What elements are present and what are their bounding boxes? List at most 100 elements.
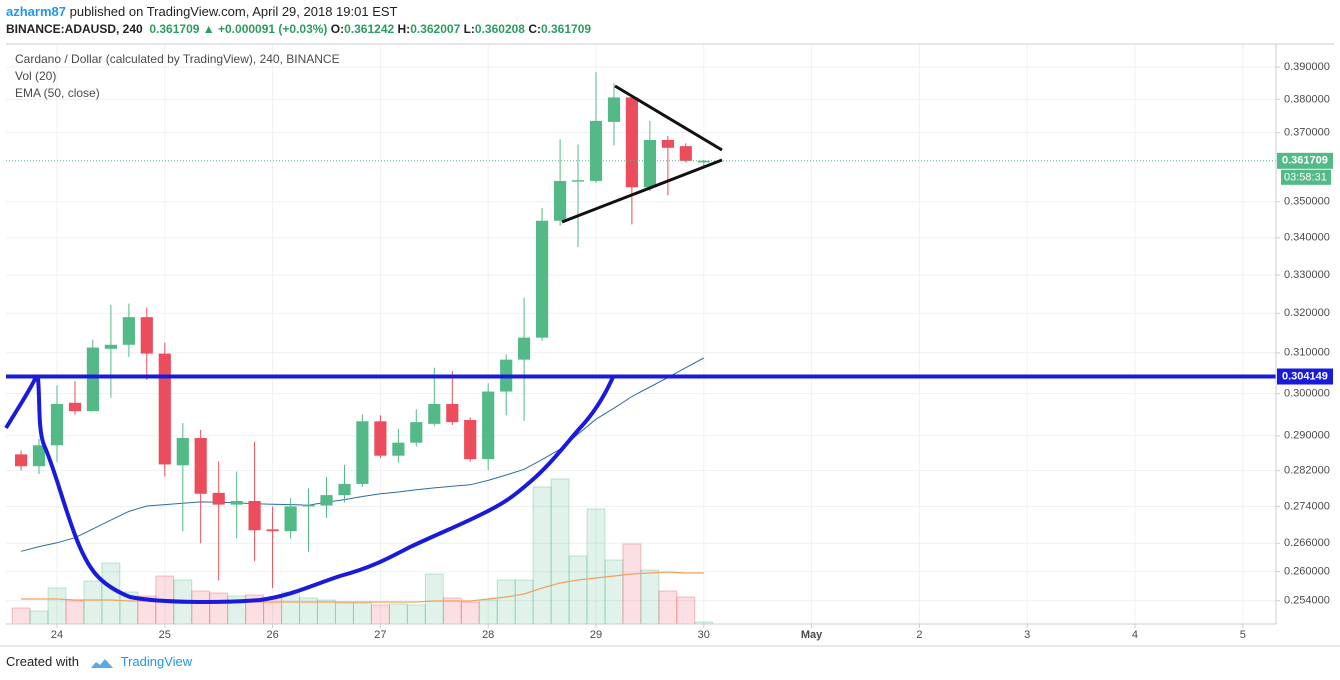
ohlc-label: C:: [528, 22, 541, 36]
logo: [90, 658, 113, 668]
symbol: BINANCE:ADAUSD, 240: [6, 22, 143, 36]
candle-body: [338, 483, 351, 496]
volume-bar: [191, 590, 211, 625]
candle-body: [15, 454, 28, 467]
x-tick-label: 5: [1240, 629, 1246, 641]
y-tick-label: 0.390000: [1284, 61, 1330, 73]
candle-body: [661, 140, 674, 148]
x-tick-label: 2: [916, 629, 922, 641]
candle-body: [554, 180, 567, 221]
volume-bar: [11, 607, 31, 625]
candle-body: [518, 337, 531, 360]
x-tick-label: 3: [1024, 629, 1030, 641]
volume-bar: [29, 610, 49, 625]
y-tick-label: 0.266000: [1284, 537, 1330, 549]
level-label: 0.304149: [1282, 370, 1328, 382]
legend-ema: EMA (50, close): [15, 86, 100, 100]
last-price-box: [1277, 152, 1333, 169]
x-tick-label: 27: [374, 629, 386, 641]
volume-ma: [21, 571, 704, 603]
ema-line: [20, 357, 705, 552]
y-tick-label: 0.350000: [1284, 196, 1330, 208]
y-tick-label: 0.380000: [1284, 93, 1330, 105]
countdown: 03:58:31: [1284, 172, 1327, 184]
volume-bar: [604, 559, 624, 625]
x-tick-label: 26: [266, 629, 278, 641]
volume-bar: [209, 592, 229, 625]
candle-body: [482, 391, 495, 460]
candle-body: [320, 495, 333, 506]
volume-pane: [11, 478, 714, 625]
x-tick-label: 4: [1132, 629, 1138, 641]
volume-bar: [586, 508, 606, 625]
volume-bar: [496, 579, 516, 625]
volume-bar: [550, 478, 570, 625]
y-tick-label: 0.300000: [1284, 388, 1330, 400]
volume-bar: [352, 602, 372, 625]
volume-bar: [658, 590, 678, 625]
ohlc-label: O:: [330, 22, 345, 36]
candle-body: [266, 529, 279, 532]
volume-bar: [568, 555, 588, 625]
x-tick-label: 25: [159, 629, 171, 641]
candle-body: [284, 506, 297, 532]
candle-body: [392, 442, 405, 456]
volume-bar: [388, 603, 408, 625]
candle-body: [86, 347, 99, 412]
ohlc-label: L:: [463, 22, 475, 36]
volume-bar: [406, 604, 426, 625]
x-tick-label: 28: [482, 629, 494, 641]
y-tick-label: 0.254000: [1284, 595, 1330, 607]
candle-body: [536, 220, 549, 338]
volume-bar: [676, 596, 696, 625]
candle-body: [302, 504, 315, 507]
y-tick-label: 0.282000: [1284, 465, 1330, 477]
volume-bar: [514, 579, 534, 625]
candle-body: [248, 500, 261, 531]
candles: [6, 71, 1276, 589]
candle-body: [643, 140, 656, 188]
up-arrow: ▲: [202, 22, 215, 36]
legend-title: Cardano / Dollar (calculated by TradingV…: [15, 52, 340, 66]
volume-bar: [370, 604, 390, 625]
candle-body: [697, 160, 710, 163]
volume-bar: [47, 587, 67, 625]
volume-bar: [442, 597, 462, 625]
candle-body: [32, 445, 46, 467]
candle-body: [158, 353, 171, 465]
candle-body: [356, 421, 369, 484]
header-line: azharm87 published on TradingView.com, A…: [6, 4, 397, 19]
x-tick-label: 30: [698, 629, 710, 641]
y-tick-label: 0.260000: [1284, 566, 1330, 578]
x-tick-label: 24: [51, 629, 63, 641]
candle-body: [410, 422, 423, 443]
x-tick-label: May: [801, 629, 823, 641]
ohlc-value: 0.360208: [474, 22, 525, 36]
ema-layer: [20, 357, 705, 552]
candle-body: [464, 420, 477, 460]
level-label-box: [1277, 368, 1333, 385]
volume-bar: [335, 602, 354, 625]
volume-bar: [317, 599, 336, 625]
candle-body: [446, 404, 459, 423]
brand[interactable]: TradingView: [120, 654, 193, 669]
candle-body: [104, 344, 117, 349]
change: +0.000091 (+0.03%): [218, 22, 328, 36]
x-tick-label: 29: [590, 629, 602, 641]
last-price-label: 0.361709: [1282, 155, 1328, 167]
volume-bar: [460, 601, 480, 625]
candle-body: [679, 146, 692, 161]
y-tick-label: 0.320000: [1284, 307, 1330, 319]
volume-bar: [424, 573, 444, 625]
symbol-line: BINANCE:ADAUSD, 240 0.361709 ▲ +0.000091…: [6, 22, 591, 36]
author[interactable]: azharm87: [6, 4, 66, 19]
volume-bar: [478, 599, 498, 625]
candle-body: [194, 437, 207, 494]
countdown-box: [1281, 169, 1331, 185]
volume-bar: [532, 486, 552, 625]
y-tick-label: 0.274000: [1284, 500, 1330, 512]
ohlc-value: 0.362007: [410, 22, 461, 36]
y-tick-label: 0.340000: [1284, 232, 1330, 244]
candle-body: [122, 317, 135, 345]
